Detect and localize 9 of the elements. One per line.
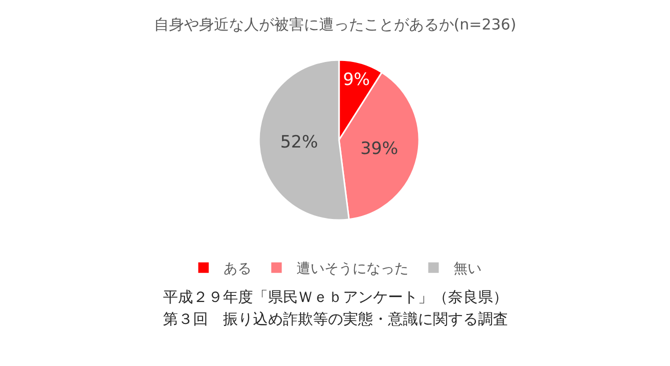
legend-label: 遭いそうになった <box>296 261 408 278</box>
data-label: 9% <box>342 70 370 90</box>
text: 平成２９年度「県民Ｗｅｂアンケート」（奈良県） <box>163 288 508 306</box>
data-label: 39% <box>360 138 398 159</box>
chart-title: 自身や身近な人が被害に遭ったことがあるか(n=236) <box>154 15 516 34</box>
data-label: 52% <box>280 132 318 153</box>
legend-label: ある <box>224 261 252 278</box>
legend-label: 無い <box>454 261 482 278</box>
text: 第３回 振り込め詐欺等の実態・意識に関する調査 <box>163 310 508 328</box>
